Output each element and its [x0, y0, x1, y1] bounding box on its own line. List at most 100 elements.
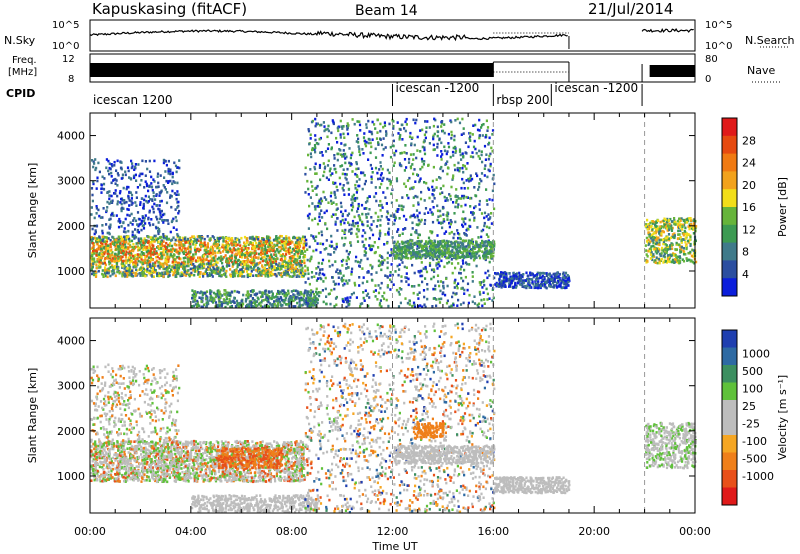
data-cell: [111, 272, 114, 276]
data-cell: [262, 238, 265, 241]
data-cell: [374, 147, 377, 151]
data-cell: [352, 291, 355, 295]
data-cell: [199, 238, 203, 241]
data-cell: [230, 239, 234, 243]
data-cell: [300, 250, 304, 253]
data-cell: [365, 294, 368, 297]
data-cell: [109, 274, 112, 278]
data-cell: [172, 217, 175, 221]
data-cell: [423, 133, 426, 137]
data-cell: [276, 237, 279, 240]
data-cell: [149, 252, 152, 256]
data-cell: [208, 267, 212, 271]
data-cell: [419, 220, 422, 223]
data-cell: [332, 213, 335, 216]
data-cell: [364, 201, 368, 204]
data-cell: [325, 198, 328, 201]
data-cell: [216, 294, 219, 297]
data-cell: [461, 254, 464, 258]
data-cell: [268, 302, 272, 305]
data-cell: [395, 242, 398, 246]
data-cell: [209, 262, 212, 265]
data-cell: [333, 304, 336, 308]
data-cell: [449, 222, 452, 226]
data-cell: [162, 250, 165, 254]
data-cell: [450, 220, 453, 224]
data-cell: [410, 142, 413, 145]
data-cell: [261, 264, 264, 267]
data-cell: [417, 233, 420, 236]
data-cell: [473, 295, 476, 298]
data-cell: [165, 163, 168, 167]
data-cell: [189, 257, 192, 261]
data-cell: [304, 191, 307, 194]
data-cell: [128, 250, 131, 253]
data-cell: [134, 236, 138, 239]
data-cell: [485, 199, 488, 202]
data-cell: [130, 270, 133, 274]
data-cell: [319, 151, 322, 154]
data-cell: [307, 299, 310, 302]
data-cell: [176, 181, 179, 185]
data-cell: [146, 167, 149, 171]
data-cell: [112, 259, 116, 262]
data-cell: [94, 237, 97, 241]
data-cell: [125, 237, 128, 241]
data-cell: [403, 151, 406, 154]
data-cell: [397, 228, 400, 231]
data-cell: [237, 252, 240, 255]
data-cell: [363, 174, 366, 177]
data-cell: [264, 272, 267, 276]
data-cell: [487, 269, 490, 273]
data-cell: [420, 157, 424, 161]
data-cell: [246, 258, 250, 262]
data-cell: [98, 251, 101, 255]
data-cell: [288, 252, 291, 255]
data-cell: [178, 166, 181, 170]
data-cell: [218, 249, 221, 253]
data-cell: [150, 241, 153, 244]
data-cell: [289, 261, 292, 265]
data-cell: [198, 304, 201, 307]
data-cell: [440, 297, 443, 301]
data-cell: [174, 164, 178, 168]
data-cell: [261, 269, 264, 273]
data-cell: [318, 199, 321, 203]
data-cell: [123, 264, 126, 267]
data-cell: [411, 136, 414, 140]
data-cell: [140, 221, 143, 224]
data-cell: [135, 274, 138, 277]
data-cell: [211, 252, 214, 255]
data-cell: [307, 296, 310, 299]
data-cell: [333, 190, 336, 194]
data-cell: [355, 191, 358, 194]
data-cell: [101, 224, 104, 227]
data-cell: [490, 212, 493, 215]
data-cell: [95, 224, 99, 228]
data-cell: [446, 150, 449, 153]
data-cell: [493, 242, 496, 246]
data-cell: [98, 214, 101, 218]
data-cell: [233, 301, 236, 305]
data-cell: [127, 185, 130, 189]
data-cell: [408, 176, 411, 180]
data-cell: [454, 254, 457, 257]
data-cell: [405, 152, 408, 155]
data-cell: [274, 253, 277, 256]
data-cell: [98, 236, 101, 239]
data-cell: [419, 129, 422, 132]
data-cell: [226, 260, 229, 263]
data-cell: [292, 274, 295, 278]
data-cell: [318, 212, 321, 216]
data-cell: [429, 249, 432, 253]
data-cell: [151, 205, 154, 209]
data-cell: [444, 199, 447, 202]
data-cell: [100, 183, 103, 187]
data-cell: [320, 199, 324, 203]
data-cell: [482, 242, 485, 246]
data-cell: [155, 259, 158, 263]
data-cell: [100, 191, 103, 194]
data-cell: [439, 280, 443, 283]
data-cell: [441, 191, 444, 194]
data-cell: [491, 288, 494, 291]
